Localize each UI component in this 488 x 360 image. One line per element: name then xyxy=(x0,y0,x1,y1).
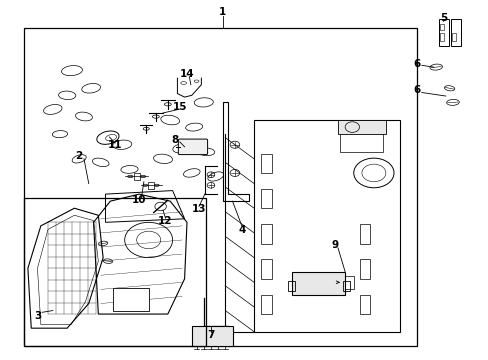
Bar xyxy=(112,288,148,311)
Bar xyxy=(451,33,455,41)
Bar xyxy=(261,259,271,279)
Text: 2: 2 xyxy=(75,151,82,161)
Bar xyxy=(345,276,353,289)
Bar xyxy=(292,272,345,294)
Bar xyxy=(359,224,369,243)
Bar xyxy=(261,189,271,208)
FancyBboxPatch shape xyxy=(178,139,207,154)
Bar xyxy=(449,19,460,46)
Bar xyxy=(24,198,206,346)
Bar xyxy=(261,224,271,243)
Text: 10: 10 xyxy=(132,195,146,205)
Text: 8: 8 xyxy=(171,135,178,145)
Text: 13: 13 xyxy=(191,204,206,214)
Bar xyxy=(24,28,416,346)
Bar xyxy=(191,327,232,346)
Bar xyxy=(438,19,448,46)
Text: 15: 15 xyxy=(172,102,187,112)
Text: 1: 1 xyxy=(219,8,226,17)
Text: 9: 9 xyxy=(331,240,338,250)
Text: 7: 7 xyxy=(207,329,214,339)
Bar xyxy=(254,120,399,332)
Bar xyxy=(359,259,369,279)
Text: 5: 5 xyxy=(439,13,446,23)
Text: 6: 6 xyxy=(412,85,420,95)
Bar xyxy=(148,182,154,189)
Bar xyxy=(342,280,349,291)
Text: 11: 11 xyxy=(108,140,122,150)
Bar xyxy=(287,280,294,291)
Text: 3: 3 xyxy=(34,311,41,321)
Bar xyxy=(340,129,383,152)
Text: 14: 14 xyxy=(179,69,194,79)
Bar xyxy=(439,24,443,30)
Text: 6: 6 xyxy=(412,59,420,68)
Bar xyxy=(359,294,369,314)
Bar xyxy=(261,294,271,314)
Text: 4: 4 xyxy=(238,225,245,235)
Bar xyxy=(439,33,443,41)
Bar xyxy=(261,153,271,173)
Bar xyxy=(337,120,385,134)
Text: 12: 12 xyxy=(158,216,172,226)
Bar xyxy=(133,172,140,180)
